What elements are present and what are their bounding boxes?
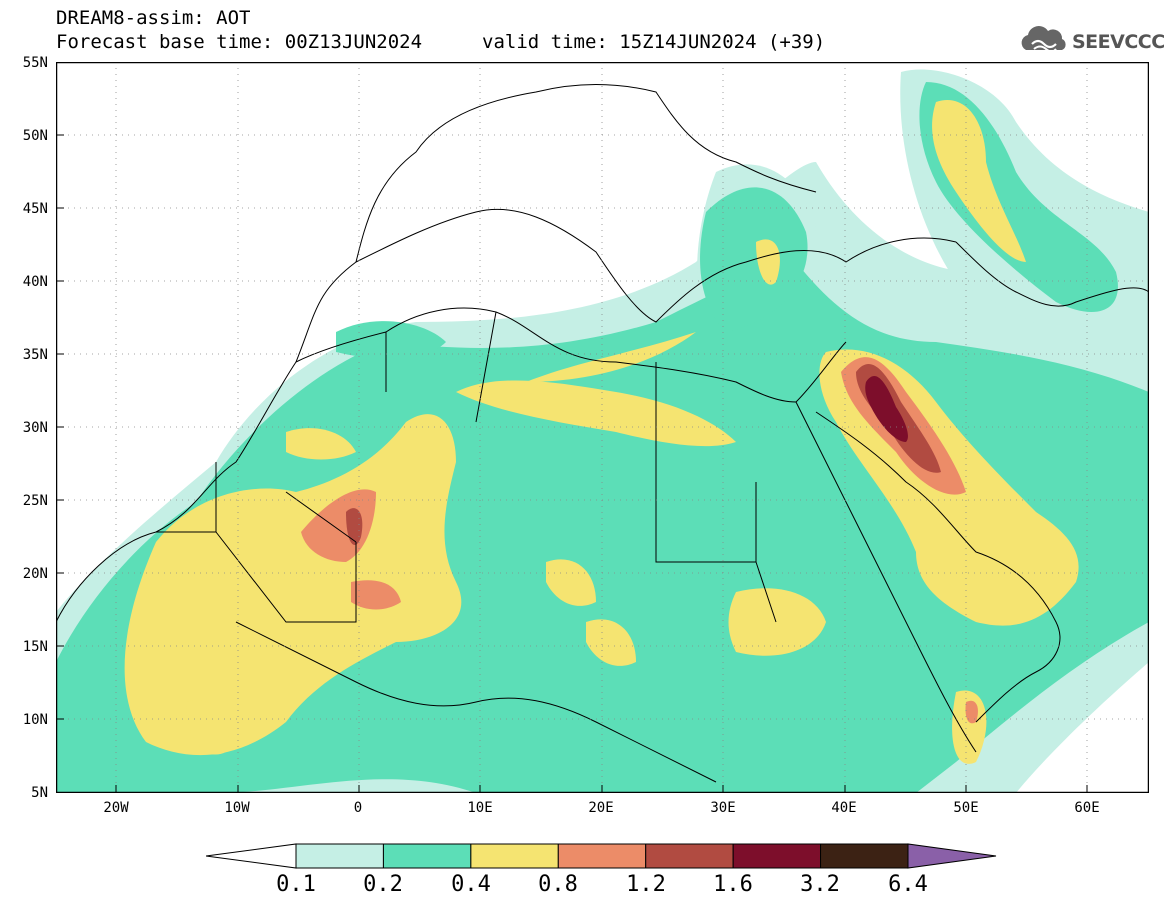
colorbar-segment: [470, 843, 559, 869]
valid-time: valid time: 15Z14JUN2024 (+39): [482, 31, 826, 53]
lon-label: 10E: [467, 800, 493, 816]
lat-label: 15N: [22, 639, 48, 655]
aot-map: [56, 62, 1149, 793]
colorbar-segment: [645, 843, 734, 869]
colorbar-label: 6.4: [888, 872, 928, 897]
seevccc-logo: SEEVCCC: [1016, 22, 1165, 58]
colorbar-label: 0.4: [451, 872, 491, 897]
lon-label: 50E: [953, 800, 979, 816]
colorbar-label: 3.2: [800, 872, 840, 897]
aot-shading: [56, 69, 1149, 793]
lat-label: 25N: [22, 493, 48, 509]
lat-label: 50N: [22, 128, 48, 144]
graticule: [56, 62, 1149, 793]
colorbar-label: 0.8: [538, 872, 578, 897]
colorbar-segment: [295, 843, 384, 869]
colorbar-segment: [732, 843, 822, 869]
lon-label: 10W: [224, 800, 250, 816]
colorbar-segment: [557, 843, 647, 869]
lat-label: 5N: [31, 785, 48, 801]
axis-ticks: [56, 134, 1088, 793]
colorbar-segment: [820, 843, 909, 869]
colorbar-label: 0.2: [363, 872, 403, 897]
colorbar-label: 1.6: [713, 872, 753, 897]
colorbar-segments: [295, 843, 909, 869]
lon-label: 60E: [1074, 800, 1100, 816]
lat-label: 55N: [22, 55, 48, 71]
lon-label: 40E: [831, 800, 857, 816]
lat-label: 10N: [22, 712, 48, 728]
lat-label: 40N: [22, 274, 48, 290]
lat-label: 30N: [22, 420, 48, 436]
map-title: DREAM8-assim: AOT: [56, 7, 251, 29]
colorbar-over-triangle: [907, 843, 997, 869]
colorbar-label: 1.2: [626, 872, 666, 897]
coastlines: [56, 84, 1149, 783]
cloud-icon: [1021, 26, 1066, 53]
lon-label: 0: [353, 800, 363, 816]
forecast-base-time: Forecast base time: 00Z13JUN2024: [56, 31, 423, 53]
colorbar: [206, 843, 997, 869]
colorbar-label: 0.1: [276, 872, 316, 897]
lon-label: 30E: [710, 800, 736, 816]
lon-label: 20E: [588, 800, 614, 816]
map-border: [56, 62, 1149, 793]
logo-text: SEEVCCC: [1072, 31, 1165, 53]
lat-label: 45N: [22, 201, 48, 217]
lat-label: 20N: [22, 566, 48, 582]
colorbar-segment: [382, 843, 472, 869]
lon-label: 20W: [103, 800, 129, 816]
lat-label: 35N: [22, 347, 48, 363]
colorbar-under-triangle: [206, 843, 297, 869]
